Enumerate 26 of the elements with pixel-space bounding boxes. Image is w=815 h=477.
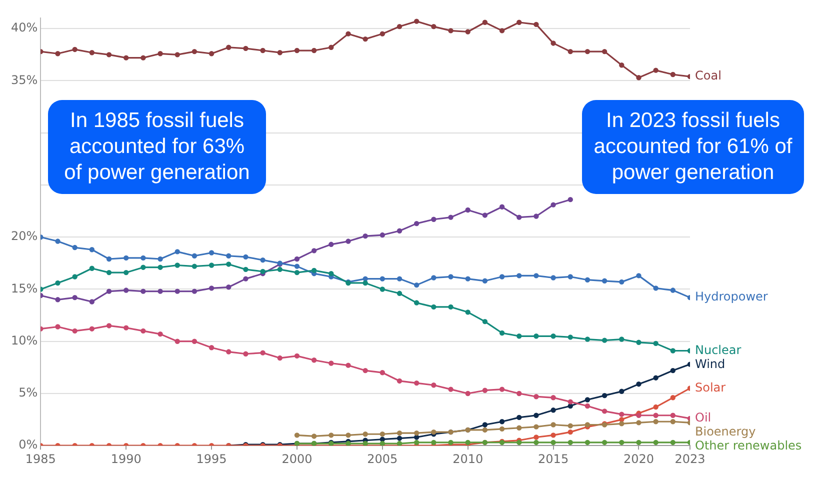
annotation: In 1985 fossil fuels accounted for 63% of power generation (48, 100, 266, 194)
series-label: Coal (695, 68, 722, 83)
series-label: Hydropower (695, 290, 768, 304)
series-label: Nuclear (695, 342, 742, 357)
annotation: In 2023 fossil fuels accounted for 61% of power generation (582, 100, 804, 194)
series-label: Oil (695, 410, 712, 425)
y-tick-label: 40% (11, 20, 38, 35)
x-tick-label: 2000 (282, 452, 312, 466)
series-label: Other renewables (695, 438, 802, 453)
x-tick-label: 2005 (367, 452, 398, 466)
y-tick-label: 0% (18, 438, 38, 452)
y-tick-label: 20% (11, 229, 38, 244)
x-tick-label: 1990 (110, 452, 142, 466)
y-tick-label: 10% (11, 333, 38, 348)
series-label: Solar (695, 380, 726, 394)
series-label: Bioenergy (695, 424, 756, 439)
y-tick-label: 35% (11, 72, 38, 87)
y-tick-label: 15% (11, 281, 38, 296)
x-tick-label: 2023 (674, 452, 706, 466)
x-tick-label: 2010 (452, 452, 484, 466)
x-tick-label: 1985 (25, 452, 56, 466)
x-tick-label: 2020 (623, 452, 654, 466)
series-label: Wind (695, 356, 726, 371)
x-tick-label: 1995 (196, 452, 227, 466)
y-tick-label: 5% (18, 386, 38, 400)
x-tick-label: 2015 (538, 452, 569, 466)
